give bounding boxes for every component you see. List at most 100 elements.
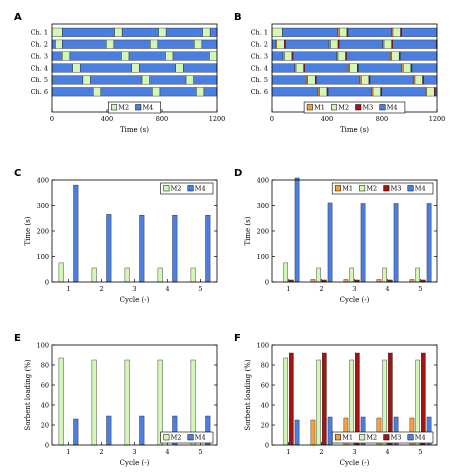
panel-a-segment-m4 [165,27,203,37]
panel-e-ytick-label: 100 [37,341,49,349]
panel-f-ytick-label: 100 [257,341,269,349]
panel-d-legend-box [331,182,434,195]
panel-a-segment-m2 [202,27,211,37]
panel-d-legend: M1 M2 M3 M4 [331,182,434,195]
panel-b-segment-m4 [358,63,403,73]
panel-d-bar-m2 [382,267,387,283]
panel-b-xtick-label: 800 [376,115,388,123]
panel-a-row-label: Ch. 2 [31,41,48,49]
panel-a-segment-m4 [149,75,187,85]
panel-d-bar-m4 [393,203,399,283]
panel-c-xtick-label: 1 [66,285,70,293]
panel-a-segment-m4 [139,63,176,73]
panel-b-segment-m1 [390,51,392,61]
panel-e-ytick-label: 60 [41,381,49,389]
panel-a-segment-m2 [93,87,102,97]
panel-a-segment-m2 [106,39,115,49]
panel-a-legend-label-M2: M2 [118,104,129,112]
panel-e-legend: M2 M4 [160,431,214,444]
panel-d-legend-swatch-M4 [407,185,414,192]
panel-a-legend-swatch-M4 [135,104,142,111]
panel-e-bar-m2 [91,359,97,446]
panel-d-xtick-label: 4 [385,285,389,293]
panel-e-bar-m4 [139,415,145,446]
panel-d-bar-m4 [327,202,333,283]
panel-c-bar-m2 [91,267,97,283]
panel-e-xtick-label: 4 [165,448,169,456]
panel-b-legend-swatch-M2 [331,104,338,111]
panel-d-xtick-label: 2 [319,285,323,293]
panel-b-legend-swatch-M4 [379,104,386,111]
panel-e-bar-m2 [58,357,64,446]
panel-f-legend-swatch-M4 [407,434,414,441]
panel-a-row-label: Ch. 5 [31,76,48,84]
panel-d-legend-swatch-M1 [334,185,341,192]
panel-b-segment-m4 [346,51,391,61]
panel-a-segment-m4 [121,27,159,37]
panel-b-segment-m2 [403,63,412,73]
panel-b-segment-m1 [306,75,308,85]
panel-a-segment-m2 [185,75,194,85]
panel-d-bar-m4 [360,203,366,283]
panel-e-legend-swatch-M2 [163,434,170,441]
panel-c-xtick-label: 2 [99,285,103,293]
panel-f-bar-m4 [294,419,300,446]
panel-a-segment-m2 [51,27,63,37]
panel-b-segment-m2 [383,39,392,49]
panel-a-segment-m4 [193,75,218,85]
panel-a-segment-m2 [55,39,63,49]
panel-a-segment-m2 [196,87,205,97]
panel-b-segment-m2 [276,39,285,49]
panel-b-segment-m4 [327,87,372,97]
panel-f-ytick-label: 80 [261,361,269,369]
panel-b-segment-m1 [282,51,285,61]
panel-b-segment-m2 [337,51,346,61]
panel-b-segment-m4 [285,39,330,49]
panel-f-legend-label-M4: M4 [415,434,426,442]
panel-b-row-label: Ch. 2 [251,41,268,49]
panel-a-row-label: Ch. 4 [31,64,48,72]
panel-a-row [51,63,218,73]
panel-a-segment-m4 [159,87,197,97]
panel-e-xtick-label: 5 [198,448,202,456]
panel-a-legend-box [108,101,162,114]
panel-d-legend-label-M2: M2 [366,185,377,193]
panel-a-segment-m4 [201,39,218,49]
panel-b-segment-m1 [382,39,385,49]
panel-b-segment-m4 [271,63,295,73]
panel-a-segment-m4 [172,51,210,61]
panel-e-legend-label-M2: M2 [171,434,182,442]
panel-d-ytick-label: 0 [265,278,269,286]
panel-b-segment-m4 [271,87,319,97]
panel-a-segment-m4 [62,39,107,49]
panel-a: A Ch. 1 Ch. 2 Ch. 3 Ch. 4 Ch. 5 Ch. 6 0 400 800 12… [14,12,225,134]
panel-f-legend-label-M3: M3 [391,434,402,442]
panel-a-legend-swatch-M2 [111,104,118,111]
panel-e-ytick-label: 40 [41,401,49,409]
panel-a-segment-m2 [131,63,140,73]
panel-f: F 1 2 3 4 5 0 20 40 60 80 100 Cycle (-) Sorbent loadi… [234,333,438,467]
panel-b-segment-m4 [271,39,276,49]
panel-b-segment-m1 [294,63,297,73]
panel-c-xtick-label: 5 [198,285,202,293]
panel-a-segment-m2 [194,39,203,49]
panel-c: C 1 2 3 4 5 0 100 200 300 400 Cycle (-) Time (s) M2 M4 [14,168,218,304]
panel-d-bar-m2 [415,267,420,283]
panel-f-legend-swatch-M3 [383,434,390,441]
panel-b-legend-swatch-M3 [355,104,362,111]
panel-a-row [51,27,218,37]
panel-b-segment-m1 [317,87,320,97]
panel-b-row [271,39,438,49]
panel-b-segment-m2 [414,75,423,85]
panel-b-segment-m2 [307,75,316,85]
panel-a-xtick-label: 800 [156,115,168,123]
panel-d-xlabel: Cycle (-) [340,296,370,304]
panel-d-legend-swatch-M3 [383,185,390,192]
panel-b-segment-m2 [339,27,348,37]
panel-a-legend-label-M4: M4 [143,104,154,112]
panel-b: B Ch. 1 Ch. 2 Ch. 3 Ch. 4 Ch. 5 Ch. 6 0 400 800 12… [234,12,445,134]
panel-c-bar-m2 [157,267,163,283]
panel-a-row-label: Ch. 6 [31,88,48,96]
panel-f-legend-label-M2: M2 [366,434,377,442]
